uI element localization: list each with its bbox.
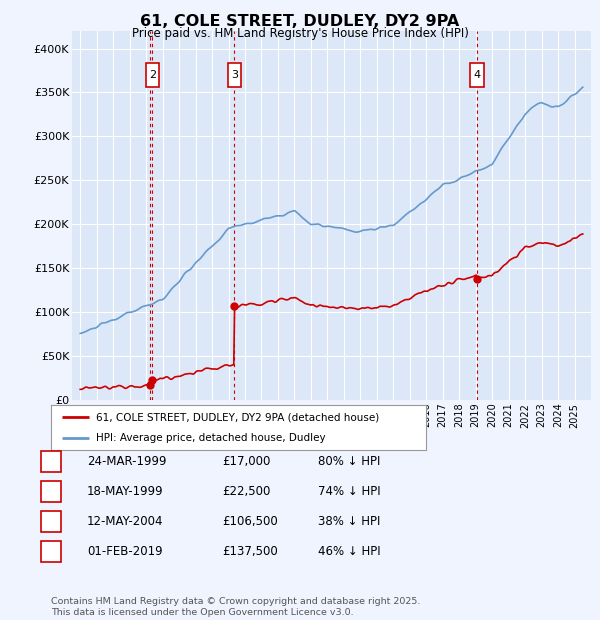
Text: £22,500: £22,500 (222, 485, 271, 498)
Text: 4: 4 (473, 70, 481, 80)
Text: 24-MAR-1999: 24-MAR-1999 (87, 456, 167, 468)
Text: 74% ↓ HPI: 74% ↓ HPI (318, 485, 380, 498)
Text: 18-MAY-1999: 18-MAY-1999 (87, 485, 164, 498)
Text: £137,500: £137,500 (222, 545, 278, 557)
Text: 38% ↓ HPI: 38% ↓ HPI (318, 515, 380, 528)
Text: 2: 2 (149, 70, 156, 80)
Text: £106,500: £106,500 (222, 515, 278, 528)
FancyBboxPatch shape (470, 63, 484, 87)
Text: HPI: Average price, detached house, Dudley: HPI: Average price, detached house, Dudl… (96, 433, 326, 443)
Text: 1: 1 (47, 457, 55, 467)
FancyBboxPatch shape (146, 63, 159, 87)
Text: 46% ↓ HPI: 46% ↓ HPI (318, 545, 380, 557)
Text: 01-FEB-2019: 01-FEB-2019 (87, 545, 163, 557)
Text: 61, COLE STREET, DUDLEY, DY2 9PA: 61, COLE STREET, DUDLEY, DY2 9PA (140, 14, 460, 29)
Text: Price paid vs. HM Land Registry's House Price Index (HPI): Price paid vs. HM Land Registry's House … (131, 27, 469, 40)
Text: 80% ↓ HPI: 80% ↓ HPI (318, 456, 380, 468)
Text: 12-MAY-2004: 12-MAY-2004 (87, 515, 163, 528)
Text: 3: 3 (47, 516, 55, 526)
FancyBboxPatch shape (228, 63, 241, 87)
Text: 61, COLE STREET, DUDLEY, DY2 9PA (detached house): 61, COLE STREET, DUDLEY, DY2 9PA (detach… (96, 412, 379, 422)
Text: 3: 3 (231, 70, 238, 80)
Text: 2: 2 (47, 487, 55, 497)
Text: Contains HM Land Registry data © Crown copyright and database right 2025.
This d: Contains HM Land Registry data © Crown c… (51, 598, 421, 617)
Text: 4: 4 (47, 546, 55, 556)
Text: £17,000: £17,000 (222, 456, 271, 468)
